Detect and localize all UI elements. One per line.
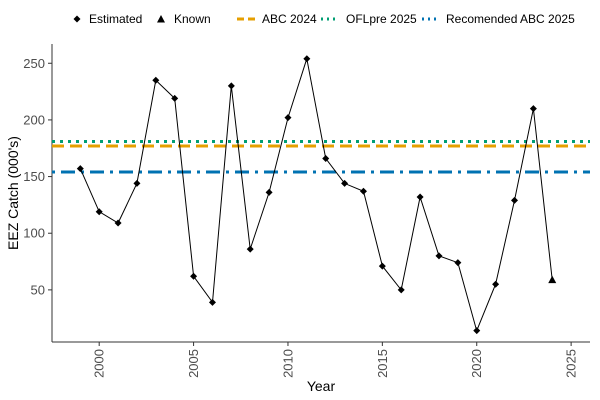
data-points — [76, 55, 557, 335]
point-estimated — [510, 196, 518, 204]
point-estimated — [416, 193, 424, 201]
x-tick-label: 2015 — [375, 349, 390, 378]
legend-label-abc2024: ABC 2024 — [262, 12, 317, 26]
legend-known-icon — [157, 15, 165, 23]
x-tick-label: 2025 — [564, 349, 579, 378]
x-axis-ticks: 2000 2005 2010 2015 2020 2025 — [92, 342, 579, 378]
point-estimated — [152, 76, 160, 84]
x-axis-title: Year — [307, 378, 336, 394]
x-tick-label: 2000 — [92, 349, 107, 378]
point-estimated — [265, 188, 273, 196]
point-estimated — [378, 262, 386, 270]
point-estimated — [76, 165, 84, 173]
point-estimated — [303, 55, 311, 63]
y-tick-label: 150 — [23, 169, 45, 184]
reference-lines — [52, 139, 590, 174]
legend-label-oflpre2025: OFLpre 2025 — [346, 12, 417, 26]
x-tick-label: 2010 — [280, 349, 295, 378]
point-estimated — [246, 245, 254, 253]
point-estimated — [454, 259, 462, 267]
point-estimated — [341, 179, 349, 187]
legend-label-known: Known — [174, 12, 211, 26]
point-estimated — [190, 272, 198, 280]
point-estimated — [492, 280, 500, 288]
point-estimated — [114, 219, 122, 227]
point-known — [548, 275, 557, 284]
x-tick-label: 2020 — [469, 349, 484, 378]
legend-label-recabc2025: Recomended ABC 2025 — [446, 12, 575, 26]
point-estimated — [435, 252, 443, 260]
point-estimated — [322, 154, 330, 162]
legend: Estimated Known ABC 2024 OFLpre 2025 Rec… — [73, 12, 575, 26]
y-axis-ticks: 50 100 150 200 250 — [23, 56, 52, 297]
point-estimated — [359, 187, 367, 195]
point-estimated — [171, 94, 179, 102]
point-estimated — [133, 179, 141, 187]
point-estimated — [397, 286, 405, 294]
legend-estimated-icon — [73, 15, 81, 23]
point-estimated — [95, 208, 103, 216]
point-estimated — [227, 82, 235, 90]
point-estimated — [284, 114, 292, 122]
series-line-group — [79, 58, 553, 333]
point-estimated — [473, 327, 481, 335]
y-axis-title: EEZ Catch (000's) — [5, 136, 21, 250]
legend-label-estimated: Estimated — [89, 12, 142, 26]
y-tick-label: 200 — [23, 112, 45, 127]
x-tick-label: 2005 — [186, 349, 201, 378]
y-tick-label: 50 — [31, 282, 45, 297]
y-tick-label: 100 — [23, 226, 45, 241]
series-line — [79, 58, 553, 333]
point-estimated — [208, 298, 216, 306]
y-tick-label: 250 — [23, 56, 45, 71]
point-estimated — [529, 105, 537, 113]
